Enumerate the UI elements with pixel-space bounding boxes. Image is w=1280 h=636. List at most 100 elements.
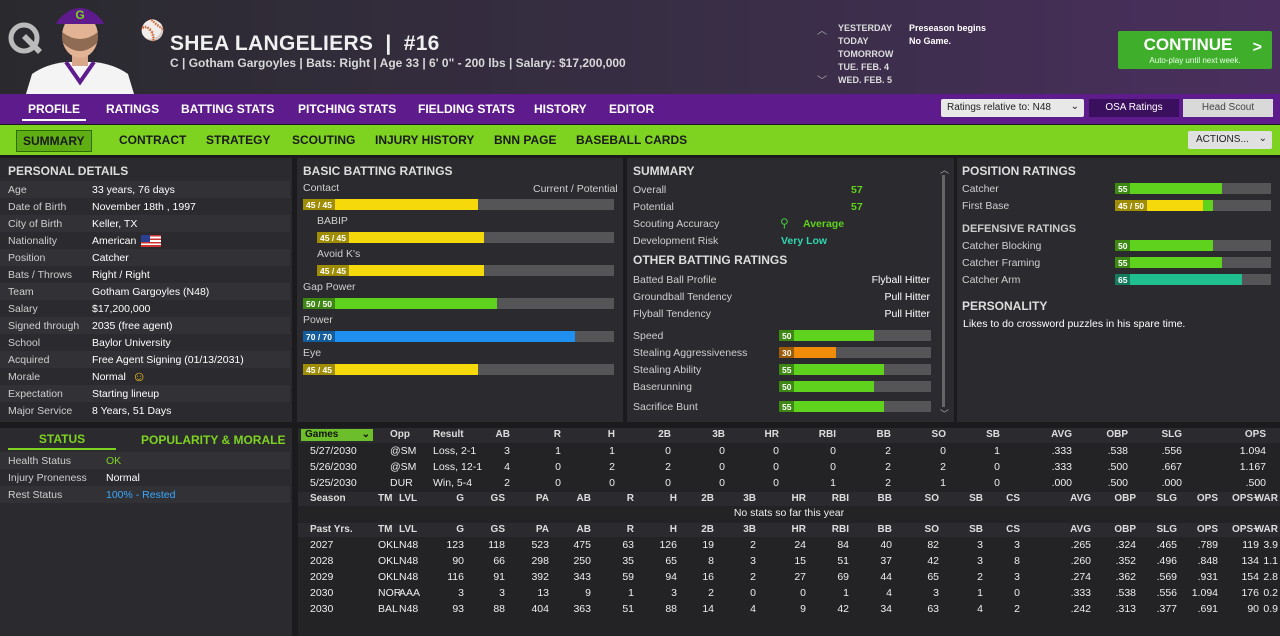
past-season-cell: .265 [1070,539,1091,551]
summary-label: Overall [633,184,667,196]
tab-scouting[interactable]: SCOUTING [292,133,356,147]
past-season-cell: 88 [493,603,505,615]
scrollbar-thumb[interactable] [942,175,945,407]
batting-rating-label: Gap Power [303,281,356,293]
head-scout-button[interactable]: Head Scout [1183,99,1273,117]
games-cell: .000 [1051,477,1072,489]
continue-button[interactable]: CONTINUE Auto-play until next week. > [1118,31,1272,69]
games-cell: .500 [1107,461,1128,473]
season-col-header: LVL [399,524,418,535]
past-season-cell: 2030 [310,603,334,615]
past-season-cell: 154 [1241,571,1259,583]
summary-value: Average [803,218,845,230]
tab-summary[interactable]: SUMMARY [16,130,92,152]
rating-badge: 50 [779,330,795,341]
calendar-item[interactable]: TUE. FEB. 4 [838,62,890,72]
season-col-header: SO [924,524,939,535]
games-cell: 0 [719,477,725,489]
osa-ratings-button[interactable]: OSA Ratings [1089,99,1179,117]
past-season-cell: .324 [1115,539,1136,551]
season-col-header: GS [490,524,505,535]
past-season-cell: 363 [573,603,591,615]
tab-popularity-morale[interactable]: POPULARITY & MORALE [141,433,286,447]
games-cell: 0 [773,477,779,489]
season-col-header: 3B [743,493,756,504]
tab-status[interactable]: STATUS [8,432,116,450]
tab-injury-history[interactable]: INJURY HISTORY [375,133,475,147]
status-row: Rest Status 100% - Rested [0,486,290,503]
tab-profile[interactable]: PROFILE [22,102,87,121]
past-season-cell: 91 [493,571,505,583]
tab-strategy[interactable]: STRATEGY [206,133,271,147]
past-season-cell: 14 [702,603,714,615]
past-season-cell: 2028 [310,555,334,567]
rating-badge: 55 [1115,183,1131,194]
tab-fielding-stats[interactable]: FIELDING STATS [418,102,515,116]
calendar-list: YESTERDAY TODAY TOMORROW TUE. FEB. 4 WED… [838,22,893,87]
tab-editor[interactable]: EDITOR [609,102,655,116]
rating-badge: 45 / 45 [303,199,335,210]
rating-bar-fill [317,265,485,276]
games-cell: 0 [609,477,615,489]
tab-ratings[interactable]: RATINGS [106,102,160,116]
rating-bar: 55 [1115,257,1271,268]
detail-value: Gotham Gargoyles (N48) [92,286,210,298]
ratings-relative-select[interactable]: Ratings relative to: N48 ⌄ [941,99,1084,117]
actions-select[interactable]: ACTIONS... ⌄ [1188,131,1272,149]
past-header-row [298,523,1280,537]
games-col-header: AB [495,429,510,440]
games-select[interactable]: Games ⌄ [301,429,373,441]
past-season-cell: 93 [452,603,464,615]
games-cell: 3 [504,445,510,457]
past-season-cell: .362 [1115,571,1136,583]
rating-bar: 50 [779,330,931,341]
main-tabs: PROFILE RATINGS BATTING STATS PITCHING S… [0,94,1280,124]
tab-history[interactable]: HISTORY [534,102,587,116]
past-season-cell: OKL [378,539,400,551]
past-season-cell: 27 [794,571,806,583]
calendar-up-icon[interactable]: ︿ [817,26,827,37]
status-value: 100% - Rested [106,489,176,501]
rating-bar: 55 [779,364,931,375]
past-season-cell: .556 [1156,587,1177,599]
actions-label: ACTIONS... [1196,134,1249,145]
calendar-item[interactable]: YESTERDAY [838,23,893,33]
batting-ratings-title: BASIC BATTING RATINGS [303,164,453,178]
defensive-rating-label: Catcher Blocking [962,240,1042,252]
games-cell: 5/25/2030 [310,477,357,489]
detail-row: Morale Normal ☺ [0,368,290,385]
detail-row: Acquired Free Agent Signing (01/13/2031) [0,351,290,368]
calendar-item[interactable]: TODAY [838,36,869,46]
past-season-cell: 404 [531,603,549,615]
detail-row: School Baylor University [0,334,290,351]
detail-row: Age 33 years, 76 days [0,181,290,198]
status-value: OK [106,455,122,467]
games-cell: Loss, 12-1 [433,461,483,473]
games-cell: 0 [665,445,671,457]
calendar-event: No Game. [909,36,952,46]
tab-batting-stats[interactable]: BATTING STATS [181,102,275,116]
detail-row: Signed through 2035 (free agent) [0,317,290,334]
scroll-up-icon[interactable]: ︿ [940,165,950,175]
tab-bnn-page[interactable]: BNN PAGE [494,133,557,147]
rating-bar-fill [1115,240,1213,251]
summary-scrollbar[interactable]: ︿ ﹀ [940,163,950,419]
scroll-down-icon[interactable]: ﹀ [940,409,950,419]
past-season-cell: 35 [622,555,634,567]
games-cell: 5/26/2030 [310,461,357,473]
past-season-cell: 9 [585,587,591,599]
tab-contract[interactable]: CONTRACT [119,133,187,147]
past-season-cell: 3 [933,587,939,599]
tab-pitching-stats[interactable]: PITCHING STATS [298,102,397,116]
calendar-item[interactable]: WED. FEB. 5 [838,75,893,85]
rating-bar: 70 / 70 [303,331,614,342]
batting-rating-label: BABIP [317,215,348,227]
past-season-cell: 24 [794,539,806,551]
calendar-item[interactable]: TOMORROW [838,49,894,59]
past-season-cell: 1 [628,587,634,599]
calendar-down-icon[interactable]: ﹀ [817,76,827,87]
tab-baseball-cards[interactable]: BASEBALL CARDS [576,133,688,147]
speed-rating-label: Stealing Aggressiveness [633,347,748,359]
rating-bar-fill [779,401,884,412]
game-logo-icon[interactable] [8,20,44,56]
